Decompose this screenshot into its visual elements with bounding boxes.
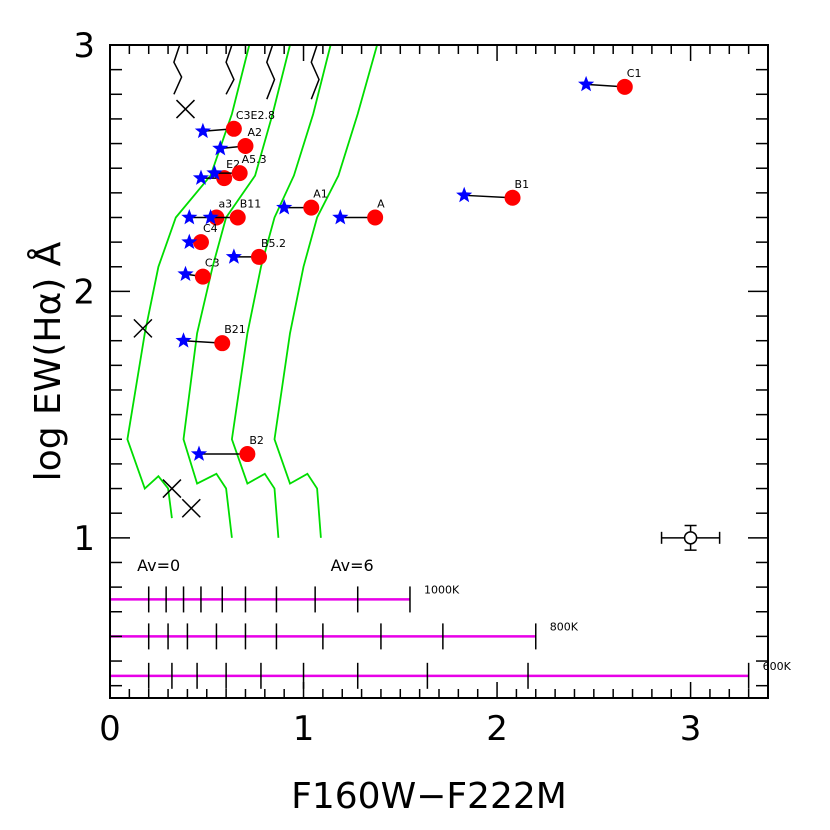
blue-star [578,75,595,92]
point-label: B21 [224,323,246,336]
blue-star [177,265,194,281]
blue-star [194,122,211,139]
cross-markers-layer [133,99,201,518]
point-label: C4 [203,222,218,235]
point-label: A2 [247,126,262,139]
wiggle-line [310,44,320,100]
blue-star [190,445,208,461]
blue-star [332,209,349,225]
x-axis-title: F160W−F222M [291,776,567,817]
red-dot [225,120,242,137]
av-curve [126,44,251,519]
x-tick-label: 0 [99,709,121,749]
red-dot [303,199,320,216]
blue-star [202,209,219,225]
labels-layer: 0 1 2 3 1 2 3 F160W−F222M log EW(Hα) Å Av=0 Av=6 [26,26,701,817]
wiggle-line [225,44,235,95]
blue-star [192,169,209,185]
red-dot [194,268,211,285]
point-label: B11 [240,197,262,210]
cross-marker [133,318,153,338]
wiggle-line [173,44,183,95]
extinction-curves-layer [126,44,378,538]
av-curve [273,44,378,538]
blue-star [175,332,192,348]
age-track-label: 1000K [424,583,460,596]
wiggle-lines-layer [173,44,320,100]
point-label: B1 [515,178,530,191]
x-tick-label: 2 [486,709,508,749]
blue-star [456,186,473,203]
x-tick-label: 3 [680,709,702,749]
connector-line [464,194,513,199]
age-track-label: 600K [763,660,792,673]
red-dot [251,248,268,265]
y-tick-label: 2 [73,272,95,312]
point-label: C1 [627,67,642,80]
cross-marker [162,479,182,499]
red-dot [239,446,256,463]
blue-star [212,140,229,156]
blue-star [181,209,198,225]
point-label: A [377,197,385,210]
av-label: Av=6 [331,556,374,575]
red-dot [192,234,209,251]
age-tracks-layer: 1000K 800K 600K [110,583,792,689]
av-curve [230,44,332,538]
blue-star [276,199,293,215]
wiggle-line [265,44,276,100]
point-label: a3 [218,197,232,210]
point-label: A1 [313,188,328,201]
point-label: B5.2 [261,237,286,250]
red-dot [504,189,521,206]
point-label: A5.3 [242,153,267,166]
y-tick-label: 1 [73,519,95,559]
blue-star [181,233,198,249]
ticks-layer [109,44,769,698]
point-label: C3 [205,257,220,270]
blue-star [225,248,242,264]
x-tick-label: 1 [293,709,315,749]
red-dot [229,209,246,226]
red-dot [214,335,231,352]
point-label: C3E2.8 [236,109,275,122]
red-dot [237,138,254,155]
point-label: B2 [249,434,264,447]
age-track-label: 800K [550,620,579,633]
error-bar-layer [660,524,721,551]
cross-marker [181,498,201,518]
red-dot [367,209,384,226]
error-point [683,531,698,545]
red-dot [616,78,633,95]
y-tick-label: 3 [73,26,95,66]
av-label: Av=0 [137,556,180,575]
av-curve [182,44,291,538]
cross-marker [175,99,196,119]
red-dot [231,165,248,182]
blue-star [206,164,223,180]
red-dot [216,170,233,187]
y-axis-title: log EW(Hα) Å [26,241,69,481]
